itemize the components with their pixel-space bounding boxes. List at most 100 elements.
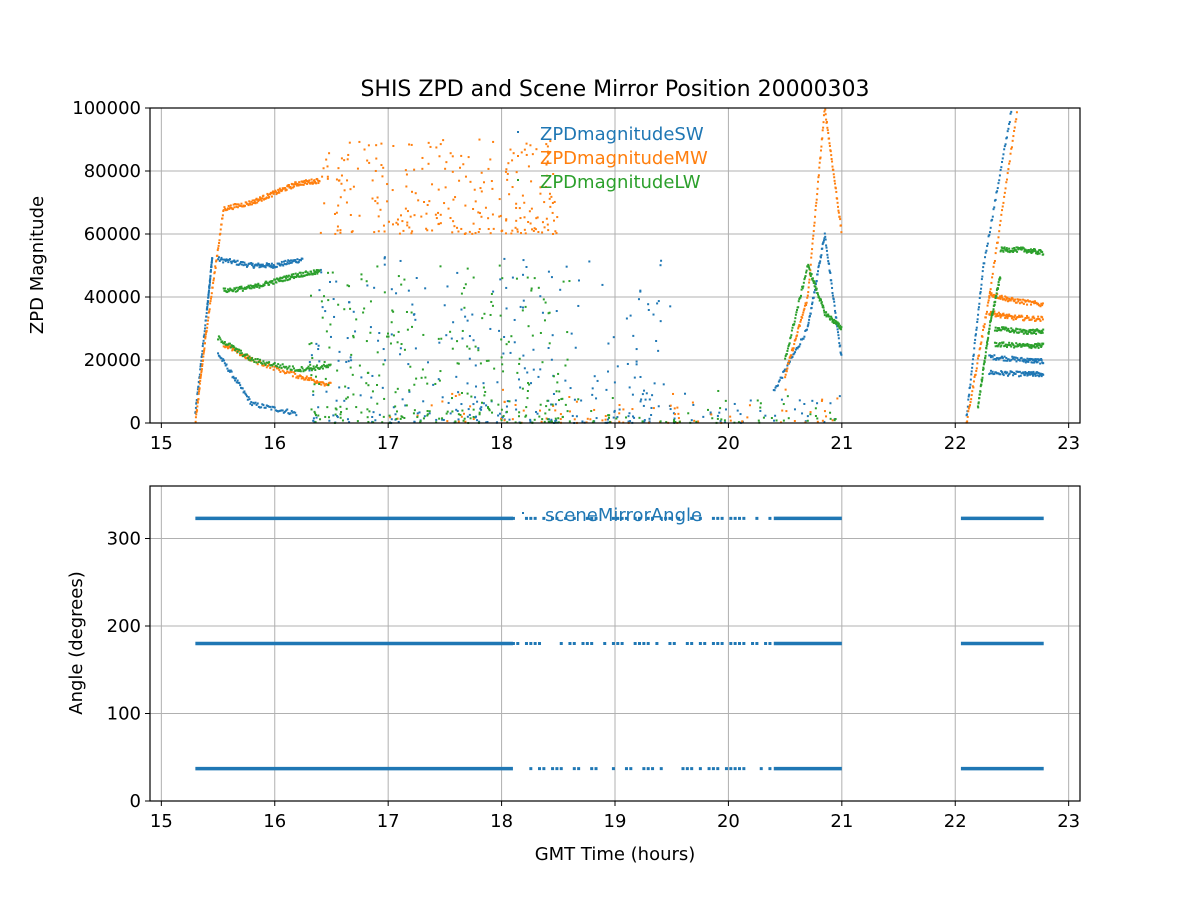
data-point-ZPDmagnitudeSW (1027, 372, 1030, 375)
data-point-ZPDmagnitudeLW (638, 416, 641, 419)
data-point-ZPDmagnitudeMW (474, 200, 477, 203)
data-point-ZPDmagnitudeMW (993, 259, 996, 262)
data-point-ZPDmagnitudeMW (469, 180, 472, 183)
data-point-ZPDmagnitudeMW (827, 131, 830, 134)
data-point-ZPDmagnitudeSW (286, 261, 289, 264)
data-point-ZPDmagnitudeLW (367, 371, 370, 374)
data-point-ZPDmagnitudeLW (1027, 344, 1030, 347)
data-point-ZPDmagnitudeSW (972, 353, 975, 356)
data-point-ZPDmagnitudeSW (414, 318, 417, 321)
data-point-ZPDmagnitudeLW (615, 417, 618, 420)
data-point-ZPDmagnitudeMW (431, 229, 434, 232)
data-point-ZPDmagnitudeLW (399, 417, 402, 420)
data-point-ZPDmagnitudeLW (348, 285, 351, 288)
data-point-ZPDmagnitudeMW (784, 388, 787, 391)
data-point-ZPDmagnitudeSW (1003, 145, 1006, 148)
data-point-ZPDmagnitudeMW (799, 320, 802, 323)
data-point-ZPDmagnitudeMW (820, 145, 823, 148)
data-point-ZPDmagnitudeSW (1028, 372, 1031, 375)
data-point-ZPDmagnitudeMW (431, 183, 434, 186)
data-point-ZPDmagnitudeLW (1034, 343, 1037, 346)
data-point-ZPDmagnitudeLW (457, 413, 460, 416)
data-point-ZPDmagnitudeLW (362, 311, 365, 314)
data-point-ZPDmagnitudeSW (509, 351, 512, 354)
data-point-ZPDmagnitudeMW (229, 345, 232, 348)
data-point-ZPDmagnitudeLW (533, 418, 536, 421)
data-point-ZPDmagnitudeSW (793, 352, 796, 355)
data-point-ZPDmagnitudeMW (803, 304, 806, 307)
data-point-ZPDmagnitudeMW (796, 334, 799, 337)
data-point-ZPDmagnitudeSW (814, 288, 817, 291)
data-point-ZPDmagnitudeMW (265, 196, 268, 199)
data-point-ZPDmagnitudeLW (802, 285, 805, 288)
data-point-ZPDmagnitudeLW (1000, 329, 1003, 332)
data-point-ZPDmagnitudeLW (441, 417, 444, 420)
data-point-ZPDmagnitudeSW (522, 259, 525, 262)
data-point-ZPDmagnitudeMW (989, 293, 992, 296)
data-point-ZPDmagnitudeMW (224, 207, 227, 210)
data-point-ZPDmagnitudeSW (1008, 123, 1011, 126)
data-point-ZPDmagnitudeMW (831, 160, 834, 163)
data-point-ZPDmagnitudeSW (989, 226, 992, 229)
data-point-ZPDmagnitudeLW (219, 338, 222, 341)
data-point-ZPDmagnitudeLW (351, 373, 354, 376)
data-point-ZPDmagnitudeMW (987, 301, 990, 304)
data-point-ZPDmagnitudeSW (709, 411, 712, 414)
data-point-ZPDmagnitudeSW (1001, 355, 1004, 358)
data-point-ZPDmagnitudeLW (304, 270, 307, 273)
data-point-ZPDmagnitudeMW (482, 181, 485, 184)
data-point-ZPDmagnitudeMW (989, 310, 992, 313)
data-point-ZPDmagnitudeSW (662, 383, 665, 386)
data-point-ZPDmagnitudeMW (1036, 317, 1039, 320)
data-point-ZPDmagnitudeMW (376, 202, 379, 205)
data-point-ZPDmagnitudeSW (374, 419, 377, 422)
data-point-ZPDmagnitudeLW (339, 405, 342, 408)
data-point-ZPDmagnitudeLW (327, 299, 330, 302)
data-point-ZPDmagnitudeSW (998, 174, 1001, 177)
data-point-ZPDmagnitudeSW (457, 391, 460, 394)
data-point-ZPDmagnitudeLW (1029, 346, 1032, 349)
data-point-ZPDmagnitudeSW (234, 260, 237, 263)
data-point-ZPDmagnitudeSW (993, 206, 996, 209)
data-point-ZPDmagnitudeSW (833, 300, 836, 303)
data-point-ZPDmagnitudeMW (504, 170, 507, 173)
data-point-ZPDmagnitudeMW (334, 232, 337, 235)
data-point-ZPDmagnitudeMW (544, 185, 547, 188)
data-point-ZPDmagnitudeMW (212, 277, 215, 280)
data-point-ZPDmagnitudeSW (319, 268, 322, 271)
data-point-ZPDmagnitudeMW (277, 367, 280, 370)
data-point-ZPDmagnitudeMW (472, 222, 475, 225)
data-point-ZPDmagnitudeSW (625, 317, 628, 320)
data-point-ZPDmagnitudeMW (794, 337, 797, 340)
zpd-x-tick-label: 21 (830, 433, 853, 454)
data-point-ZPDmagnitudeSW (637, 298, 640, 301)
data-point-sceneMirrorAngle (646, 767, 650, 771)
data-point-ZPDmagnitudeSW (352, 310, 355, 313)
data-point-ZPDmagnitudeMW (343, 159, 346, 162)
data-point-ZPDmagnitudeLW (498, 264, 501, 267)
data-point-ZPDmagnitudeMW (992, 293, 995, 296)
data-point-ZPDmagnitudeMW (454, 196, 457, 199)
data-point-ZPDmagnitudeMW (547, 229, 550, 232)
data-point-ZPDmagnitudeMW (818, 161, 821, 164)
data-point-ZPDmagnitudeSW (478, 420, 481, 423)
data-point-ZPDmagnitudeMW (478, 138, 481, 141)
data-point-ZPDmagnitudeLW (547, 312, 550, 315)
data-point-ZPDmagnitudeMW (427, 162, 430, 165)
data-point-ZPDmagnitudeSW (993, 372, 996, 375)
data-point-ZPDmagnitudeLW (837, 324, 840, 327)
data-point-ZPDmagnitudeSW (301, 257, 304, 260)
data-point-ZPDmagnitudeLW (1019, 328, 1022, 331)
data-point-ZPDmagnitudeSW (404, 404, 407, 407)
data-point-ZPDmagnitudeLW (386, 332, 389, 335)
data-point-ZPDmagnitudeMW (205, 329, 208, 332)
data-point-ZPDmagnitudeMW (999, 297, 1002, 300)
data-point-ZPDmagnitudeMW (796, 331, 799, 334)
data-point-ZPDmagnitudeMW (811, 237, 814, 240)
data-point-ZPDmagnitudeLW (1022, 247, 1025, 250)
data-point-ZPDmagnitudeLW (238, 287, 241, 290)
data-point-sceneMirrorAngle (690, 516, 694, 520)
data-point-ZPDmagnitudeSW (320, 271, 323, 274)
data-point-ZPDmagnitudeLW (1038, 252, 1041, 255)
data-point-ZPDmagnitudeMW (231, 349, 234, 352)
